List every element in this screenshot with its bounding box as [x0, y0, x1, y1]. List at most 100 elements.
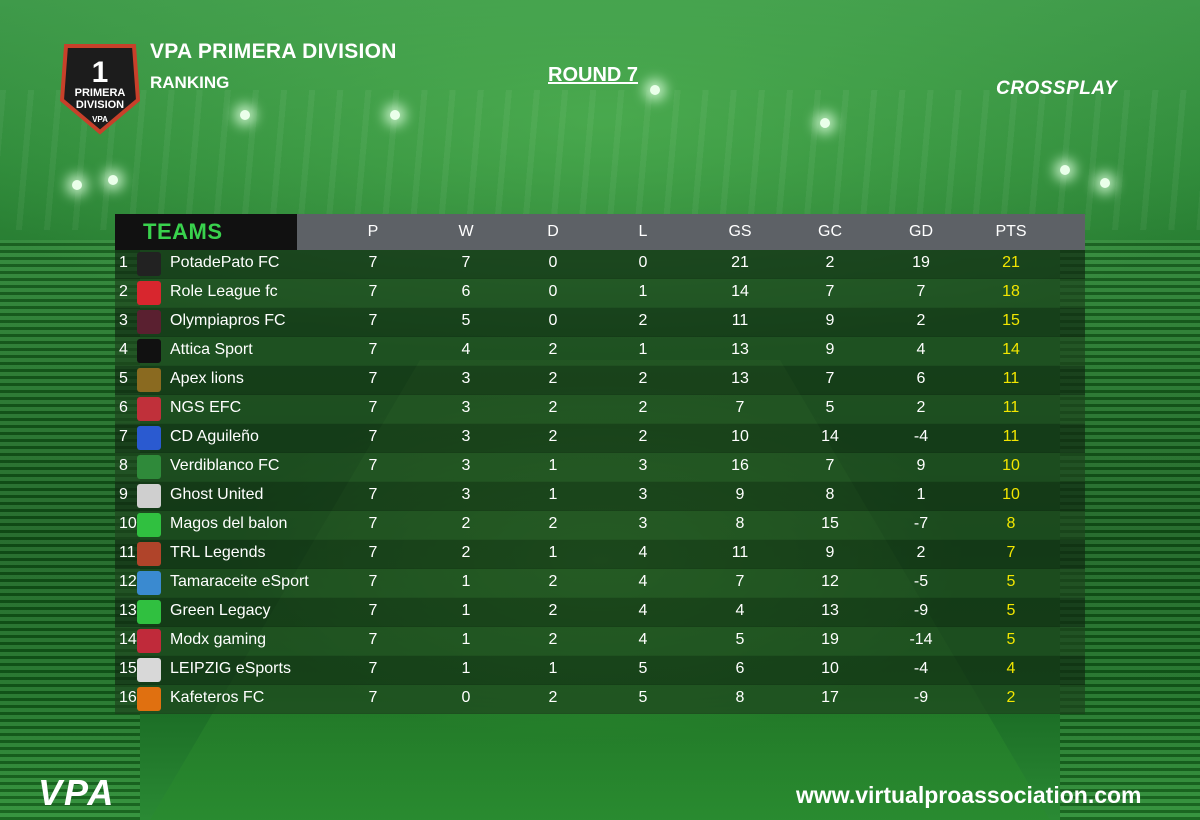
table-row: 2 Role League fc 7 6 0 1 14 7 7 18 [115, 279, 1085, 308]
table-header: TEAMS P W D L GS GC GD PTS [115, 214, 1085, 250]
table-row: 6 NGS EFC 7 3 2 2 7 5 2 11 [115, 395, 1085, 424]
stat-d: 2 [548, 602, 558, 619]
table-row: 8 Verdiblanco FC 7 3 1 3 16 7 9 10 [115, 453, 1085, 482]
stat-gd: -9 [913, 689, 929, 706]
stat-gd: 2 [916, 399, 926, 416]
rank-position: 12 [119, 573, 137, 590]
round-label: ROUND 7 [548, 64, 639, 86]
stat-d: 2 [548, 370, 558, 387]
team-logo-icon [137, 252, 161, 276]
table-row: 4 Attica Sport 7 4 2 1 13 9 4 14 [115, 337, 1085, 366]
stat-p: 7 [368, 428, 378, 445]
stat-pts: 10 [1002, 486, 1020, 503]
stat-p: 7 [368, 457, 378, 474]
rank-position: 9 [119, 486, 128, 503]
stat-pts: 21 [1002, 254, 1020, 271]
stat-gc: 5 [825, 399, 835, 416]
team-name: Green Legacy [170, 602, 271, 619]
badge-number: 1 [92, 56, 109, 89]
rank-position: 14 [119, 631, 137, 648]
stat-gc: 9 [825, 544, 835, 561]
stat-gc: 15 [821, 515, 839, 532]
stat-d: 2 [548, 341, 558, 358]
badge-line1: PRIMERA [75, 87, 126, 99]
stat-gd: 6 [916, 370, 926, 387]
website-url: www.virtualproassociation.com [796, 782, 1142, 808]
team-name: Ghost United [170, 486, 264, 503]
stat-gs: 16 [731, 457, 749, 474]
table-body: 1 PotadePato FC 7 7 0 0 21 2 19 21 2 Role League fc… [115, 250, 1085, 714]
rank-position: 16 [119, 689, 137, 706]
stat-gc: 8 [825, 486, 835, 503]
teams-header: TEAMS [143, 219, 223, 244]
stat-d: 2 [548, 573, 558, 590]
table-row: 12 Tamaraceite eSport 7 1 2 4 7 12 -5 5 [115, 569, 1085, 598]
stat-gs: 9 [735, 486, 745, 503]
stat-pts: 5 [1006, 602, 1016, 619]
stat-d: 0 [548, 283, 558, 300]
division-badge-logo: 1 PRIMERA DIVISION VPA [59, 44, 141, 135]
stat-p: 7 [368, 660, 378, 677]
vpa-brand-logo: VPA [38, 772, 116, 813]
stat-gc: 12 [821, 573, 839, 590]
team-logo-icon [137, 339, 161, 363]
stat-p: 7 [368, 370, 378, 387]
stat-gs: 8 [735, 515, 745, 532]
team-name: Olympiapros FC [170, 312, 286, 329]
stat-gs: 5 [735, 631, 745, 648]
stat-pts: 4 [1006, 660, 1016, 677]
team-logo-icon [137, 513, 161, 537]
rank-position: 1 [119, 254, 128, 271]
team-logo-icon [137, 484, 161, 508]
stat-l: 2 [638, 428, 648, 445]
stat-p: 7 [368, 399, 378, 416]
stat-d: 2 [548, 515, 558, 532]
stat-gd: -4 [913, 428, 929, 445]
stat-l: 0 [638, 254, 648, 271]
stat-gc: 9 [825, 312, 835, 329]
stat-gd: -14 [909, 631, 933, 648]
rank-position: 13 [119, 602, 137, 619]
table-row: 16 Kafeteros FC 7 0 2 5 8 17 -9 2 [115, 685, 1085, 714]
stat-p: 7 [368, 689, 378, 706]
team-name: Role League fc [170, 283, 278, 300]
crossplay-label: CROSSPLAY [996, 78, 1118, 99]
team-logo-icon [137, 397, 161, 421]
stat-gc: 9 [825, 341, 835, 358]
stat-gs: 10 [731, 428, 749, 445]
stat-l: 4 [638, 631, 648, 648]
stat-w: 2 [461, 515, 471, 532]
stat-gd: 2 [916, 312, 926, 329]
floodlight [390, 110, 400, 120]
stat-gc: 7 [825, 283, 835, 300]
rank-position: 4 [119, 341, 128, 358]
stat-gd: 1 [916, 486, 926, 503]
team-logo-icon [137, 281, 161, 305]
stat-pts: 7 [1006, 544, 1016, 561]
rank-position: 2 [119, 283, 128, 300]
team-name: Kafeteros FC [170, 689, 265, 706]
stat-d: 1 [548, 660, 558, 677]
stat-pts: 15 [1002, 312, 1020, 329]
team-logo-icon [137, 571, 161, 595]
floodlight [240, 110, 250, 120]
stat-pts: 5 [1006, 631, 1016, 648]
rank-position: 10 [119, 515, 137, 532]
rank-position: 5 [119, 370, 128, 387]
stat-l: 2 [638, 370, 648, 387]
stat-gd: -4 [913, 660, 929, 677]
badge-line2: DIVISION [76, 99, 124, 111]
stat-gc: 14 [821, 428, 839, 445]
standings-table: TEAMS P W D L GS GC GD PTS 1 PotadePato F… [115, 214, 1085, 714]
stat-d: 1 [548, 486, 558, 503]
team-name: Magos del balon [170, 515, 288, 532]
stat-w: 0 [461, 689, 471, 706]
stat-l: 4 [638, 573, 648, 590]
stat-p: 7 [368, 573, 378, 590]
stat-gc: 17 [821, 689, 839, 706]
stat-w: 1 [461, 573, 471, 590]
table-row: 3 Olympiapros FC 7 5 0 2 11 9 2 15 [115, 308, 1085, 337]
stat-l: 4 [638, 544, 648, 561]
stat-l: 3 [638, 486, 648, 503]
column-header-gd: GD [909, 223, 933, 240]
